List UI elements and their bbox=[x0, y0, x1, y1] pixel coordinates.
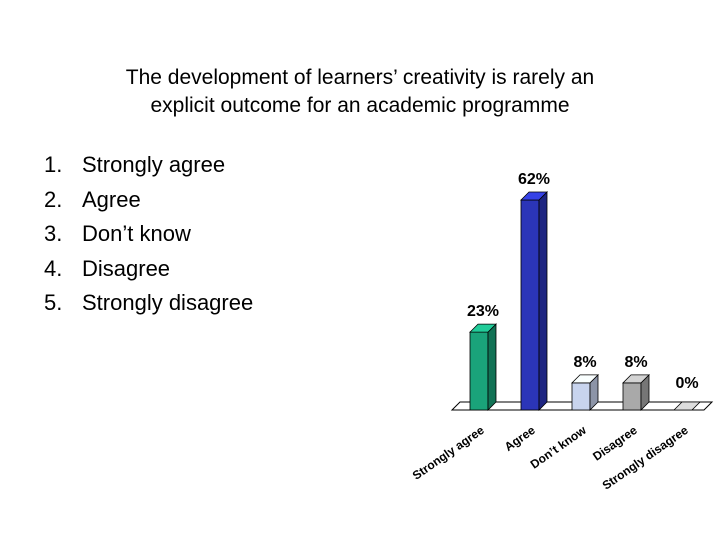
option-number: 1. bbox=[44, 152, 63, 177]
bar-side bbox=[538, 191, 548, 411]
bar bbox=[571, 382, 591, 411]
option-label: Strongly disagree bbox=[82, 290, 254, 315]
bar-top bbox=[520, 191, 548, 201]
bar-top bbox=[469, 323, 497, 333]
answer-options-list: 1. Strongly agree 2. Agree 3. Don’t know 4.… bbox=[44, 148, 253, 321]
x-tick-label: Strongly disagree bbox=[600, 423, 691, 493]
data-label: 23% bbox=[467, 303, 499, 320]
data-label: 0% bbox=[675, 375, 698, 392]
option-number: 3. bbox=[44, 221, 63, 246]
data-label: 8% bbox=[573, 354, 596, 371]
bar-side bbox=[487, 323, 497, 411]
list-item: 4. Disagree bbox=[44, 252, 253, 287]
data-label: 8% bbox=[624, 354, 647, 371]
list-item: 2. Agree bbox=[44, 183, 253, 218]
title-line-1: The development of learners’ creativity … bbox=[125, 66, 595, 89]
option-label: Strongly agree bbox=[82, 152, 226, 177]
option-label: Agree bbox=[82, 186, 141, 212]
x-tick-label: Strongly agree bbox=[410, 423, 487, 483]
list-item: 1. Strongly agree bbox=[44, 148, 253, 183]
slide-title: The development of learners’ creativity … bbox=[40, 64, 680, 120]
option-label: Don’t know bbox=[82, 221, 191, 246]
data-label: 62% bbox=[518, 171, 550, 188]
option-label: Disagree bbox=[82, 255, 171, 281]
x-tick-label: Don’t know bbox=[528, 423, 590, 472]
bar bbox=[469, 331, 489, 411]
title-line-2: explicit outcome for an academic program… bbox=[150, 94, 570, 117]
bar bbox=[622, 382, 642, 411]
x-tick-label: Agree bbox=[502, 423, 538, 454]
bar-top bbox=[571, 374, 599, 384]
bar-top bbox=[622, 374, 650, 384]
list-item: 3. Don’t know bbox=[44, 217, 253, 252]
list-item: 5. Strongly disagree bbox=[44, 286, 253, 321]
option-number: 2. bbox=[44, 186, 63, 212]
option-number: 5. bbox=[44, 290, 63, 315]
bar bbox=[520, 199, 540, 411]
option-number: 4. bbox=[44, 255, 63, 281]
bar bbox=[673, 401, 701, 411]
